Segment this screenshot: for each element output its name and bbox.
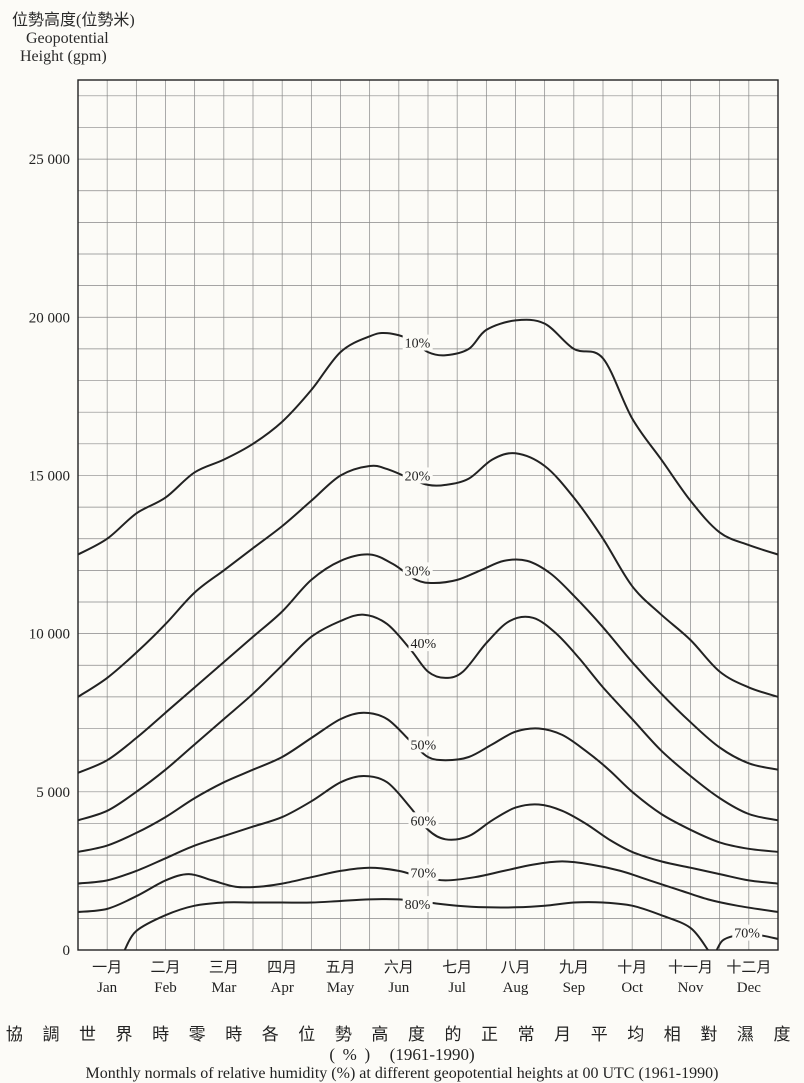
svg-text:70%: 70%	[734, 927, 760, 942]
svg-text:六月: 六月	[384, 959, 414, 976]
svg-text:十月: 十月	[617, 959, 647, 976]
svg-text:Aug: Aug	[503, 980, 529, 996]
svg-text:Jan: Jan	[97, 980, 117, 996]
svg-text:80%: 80%	[405, 898, 431, 913]
svg-text:Dec: Dec	[737, 980, 761, 996]
svg-text:50%: 50%	[411, 738, 437, 753]
chart-page: { "axis_title": { "zh": "位勢高度(位勢米)", "en…	[0, 0, 804, 1074]
svg-text:七月: 七月	[442, 959, 472, 976]
svg-text:九月: 九月	[559, 959, 589, 976]
svg-text:四月: 四月	[267, 960, 297, 976]
caption-zh-year: (1961-1990)	[390, 1045, 475, 1064]
svg-text:10 000: 10 000	[29, 627, 70, 643]
svg-text:5 000: 5 000	[36, 785, 70, 801]
svg-text:八月: 八月	[500, 960, 530, 976]
svg-text:20%: 20%	[405, 469, 431, 484]
svg-text:Jul: Jul	[448, 980, 466, 996]
caption-zh: 協 調 世 界 時 零 時 各 位 勢 高 度 的 正 常 月 平 均 相 對 …	[0, 1020, 804, 1065]
svg-text:十一月: 十一月	[668, 959, 713, 976]
svg-text:30%: 30%	[405, 564, 431, 579]
svg-text:一月: 一月	[92, 960, 122, 976]
svg-text:Nov: Nov	[678, 980, 704, 996]
caption-en: Monthly normals of relative humidity (%)…	[0, 1065, 804, 1083]
svg-text:三月: 三月	[209, 960, 239, 976]
svg-text:二月: 二月	[150, 960, 180, 976]
svg-text:十二月: 十二月	[726, 959, 771, 976]
svg-text:40%: 40%	[411, 637, 437, 652]
svg-text:25 000: 25 000	[29, 152, 70, 168]
contour-chart: 0 5 000 10 000 15 000 20 000 25 000 一月 Jan 二月 Feb…	[0, 0, 804, 1074]
svg-text:Sep: Sep	[563, 980, 586, 996]
svg-text:Oct: Oct	[621, 980, 643, 996]
svg-text:15 000: 15 000	[29, 468, 70, 484]
svg-text:60%: 60%	[411, 814, 437, 829]
svg-text:五月: 五月	[325, 960, 355, 976]
svg-text:Jun: Jun	[388, 980, 409, 996]
svg-text:May: May	[327, 980, 355, 996]
svg-text:70%: 70%	[411, 866, 437, 881]
svg-text:Mar: Mar	[211, 980, 236, 996]
svg-text:Feb: Feb	[154, 980, 177, 996]
svg-text:0: 0	[63, 943, 71, 959]
svg-text:Apr: Apr	[271, 980, 294, 996]
svg-text:10%: 10%	[405, 337, 431, 352]
svg-text:20 000: 20 000	[29, 310, 70, 326]
